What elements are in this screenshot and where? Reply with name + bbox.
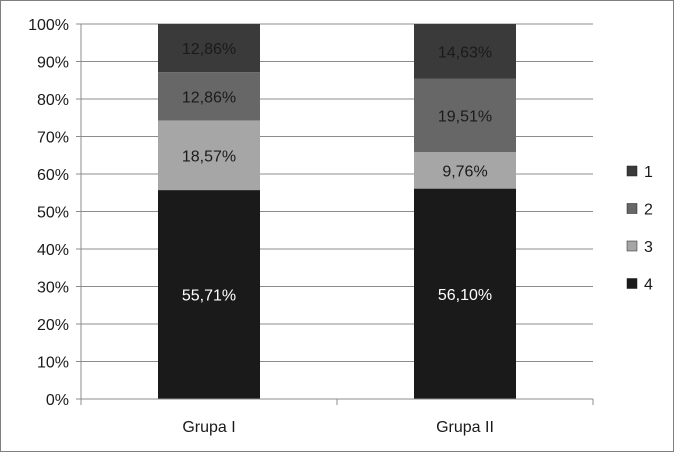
bar-segment-2: [414, 78, 516, 153]
y-tick-label: 100%: [28, 17, 69, 34]
legend-swatch: [626, 240, 638, 252]
legend: 1 2 3 4: [626, 164, 653, 294]
y-tick-label: 50%: [37, 205, 69, 222]
legend-label: 3: [644, 239, 653, 256]
data-label: 55,71%: [182, 288, 236, 305]
x-category-label: Grupa I: [182, 419, 235, 436]
bars: 55,71% 18,57% 12,86% 12,86% 56,10% 9,76% 19,51…: [158, 24, 516, 399]
x-category-label: Grupa II: [436, 419, 494, 436]
y-tick-label: 40%: [37, 242, 69, 259]
y-tick-label: 0%: [46, 392, 69, 409]
legend-label: 4: [644, 277, 653, 294]
y-tick-label: 80%: [37, 92, 69, 109]
data-label: 18,57%: [182, 148, 236, 165]
bar-segment-3: [414, 152, 516, 189]
legend-swatch: [626, 165, 638, 177]
legend-swatch: [626, 278, 638, 289]
data-label: 14,63%: [438, 44, 492, 61]
data-label: 9,76%: [442, 163, 487, 180]
y-tick-label: 70%: [37, 130, 69, 147]
data-label: 12,86%: [182, 89, 236, 106]
data-label: 19,51%: [438, 108, 492, 125]
legend-swatch: [626, 203, 638, 214]
y-tick-label: 90%: [37, 55, 69, 72]
y-tick-label: 30%: [37, 280, 69, 297]
y-tick-label: 20%: [37, 317, 69, 334]
bar-segment-3: [158, 120, 260, 191]
legend-label: 1: [644, 164, 653, 181]
bar-segment-4: [158, 190, 260, 399]
gridlines: [81, 23, 593, 400]
bar-segment-2: [158, 72, 260, 121]
x-axis-categories: Grupa I Grupa II: [182, 419, 494, 436]
bar-segment-4: [414, 188, 516, 399]
y-axis-ticks: 0% 10% 20% 30% 40% 50% 60% 70% 80% 90% 100%: [28, 17, 69, 409]
data-label: 56,10%: [438, 287, 492, 304]
bar-segment-1: [158, 24, 260, 73]
y-tick-label: 10%: [37, 355, 69, 372]
y-tick-label: 60%: [37, 167, 69, 184]
legend-label: 2: [644, 202, 653, 219]
bar-segment-1: [414, 24, 516, 79]
axes: [76, 23, 594, 405]
data-label: 12,86%: [182, 41, 236, 58]
